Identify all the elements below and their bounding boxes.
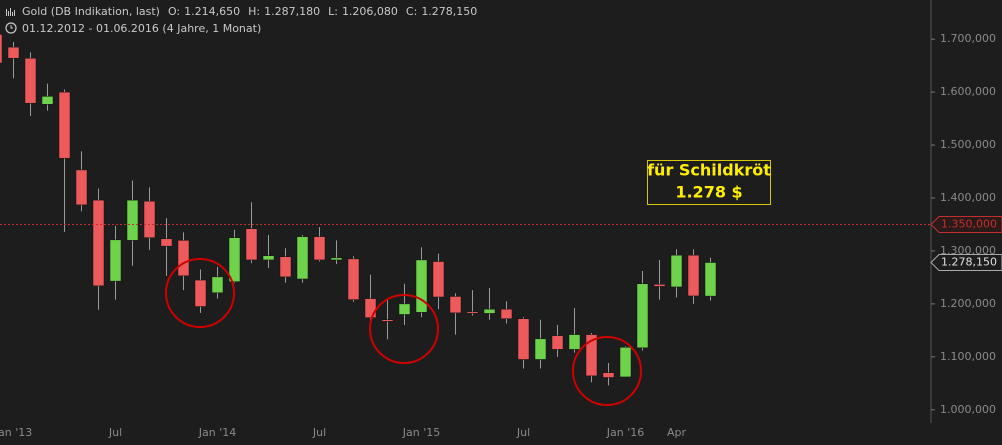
candle-body xyxy=(160,238,173,247)
marks xyxy=(0,34,717,386)
clock-icon xyxy=(5,22,17,34)
candle-body xyxy=(483,308,496,314)
candle-body xyxy=(466,311,479,314)
candle-body xyxy=(364,298,377,318)
period: 01.12.2012 - 01.06.2016 (4 Jahre, 1 Mona… xyxy=(22,22,261,35)
candle-body xyxy=(143,200,156,238)
candle-body xyxy=(0,34,3,64)
candle-body xyxy=(41,96,54,105)
candle-body xyxy=(534,338,547,360)
candle-body xyxy=(228,237,241,282)
header-text: Gold (DB Indikation, last) xyxy=(22,5,160,18)
annotation-line: für Schildkröt xyxy=(647,161,771,180)
candle-body xyxy=(381,319,394,322)
last-price-tag xyxy=(930,254,1002,272)
header-text: L: xyxy=(328,5,338,18)
candle-body xyxy=(551,335,564,350)
candle-body xyxy=(687,254,700,297)
candle-body xyxy=(432,261,445,298)
header-text: 1.214,650 xyxy=(184,5,240,18)
y-tick-label: 1.200,000 xyxy=(940,297,996,310)
candle-body xyxy=(58,91,71,159)
last-price-label: 1.278,150 xyxy=(941,256,997,269)
candle-body xyxy=(126,199,139,241)
candle-body xyxy=(7,46,20,59)
y-tick-label: 1.500,000 xyxy=(940,138,996,151)
price-tag-label: 1.350,000 xyxy=(941,217,997,230)
y-tick-label: 1.700,000 xyxy=(940,32,996,45)
candle-body xyxy=(347,258,360,300)
x-tick-label: Jan '14 xyxy=(198,426,236,439)
price-tag xyxy=(930,215,1002,233)
candle-body xyxy=(415,259,428,313)
candle-body xyxy=(194,279,207,307)
x-tick-label: Jan '13 xyxy=(0,426,32,439)
candle-body xyxy=(449,296,462,314)
candle-body xyxy=(313,236,326,261)
highlight-circles xyxy=(165,258,642,406)
candle-body xyxy=(398,303,411,315)
candle-body xyxy=(262,255,275,261)
header-text: 1.278,150 xyxy=(421,5,477,18)
y-tick-label: 1.100,000 xyxy=(940,350,996,363)
candle-body xyxy=(585,334,598,377)
header-text: C: xyxy=(406,5,417,18)
candle-body xyxy=(92,199,105,287)
candle-body xyxy=(177,240,190,277)
x-tick-label: Jan '15 xyxy=(402,426,440,439)
x-tick-label: Jul xyxy=(108,426,122,439)
header-text: 1.206,080 xyxy=(342,5,398,18)
annotation-line: 1.278 $ xyxy=(675,183,742,202)
x-tick-label: Jan '16 xyxy=(606,426,644,439)
candle-body xyxy=(109,239,122,282)
y-tick-label: 1.600,000 xyxy=(940,85,996,98)
candle-body xyxy=(568,334,581,350)
candle-body xyxy=(24,57,37,104)
candle-body xyxy=(670,254,683,288)
x-tick-label: Jul xyxy=(516,426,530,439)
candle-body xyxy=(245,228,258,261)
header-text: 1.287,180 xyxy=(264,5,320,18)
candle-body xyxy=(517,318,530,360)
candle-body xyxy=(602,372,615,378)
x-tick-label: Jul xyxy=(312,426,326,439)
candle-body xyxy=(500,308,513,319)
candle-body xyxy=(619,347,632,378)
annotation-box xyxy=(647,160,771,205)
y-tick-label: 1.300,000 xyxy=(940,244,996,257)
candle-body xyxy=(330,257,343,261)
header-line: Gold (DB Indikation, last) O: 1.214,650 H: 1… xyxy=(22,5,477,18)
candle-body xyxy=(636,283,649,349)
candle-body xyxy=(279,256,292,278)
candle-body xyxy=(704,262,717,297)
candle-body xyxy=(653,284,666,287)
header-text: H: xyxy=(248,5,260,18)
candle-body xyxy=(211,276,224,294)
bars-icon xyxy=(6,8,15,16)
y-tick-label: 1.000,000 xyxy=(940,403,996,416)
y-tick-label: 1.400,000 xyxy=(940,191,996,204)
candle-body xyxy=(296,236,309,280)
candle-body xyxy=(75,169,88,206)
header-text: O: xyxy=(168,5,180,18)
x-tick-label: Apr xyxy=(667,426,687,439)
